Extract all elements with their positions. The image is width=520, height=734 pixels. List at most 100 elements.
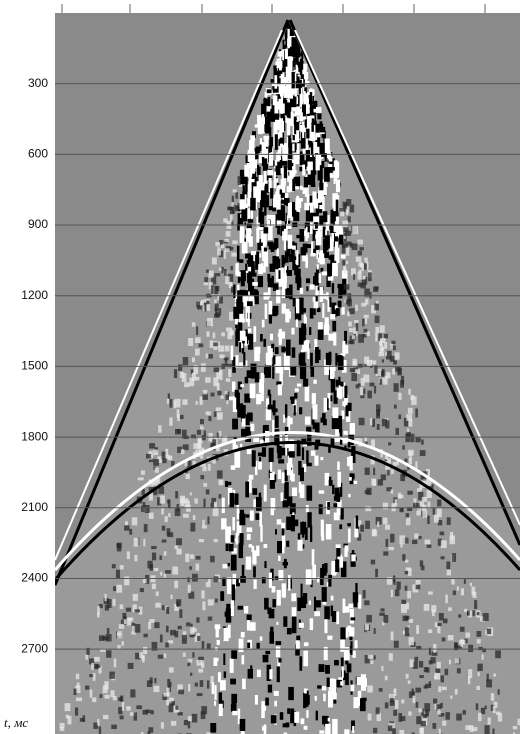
trace-blob <box>176 409 180 418</box>
trace-blob <box>397 492 402 499</box>
trace-blob <box>196 693 203 697</box>
trace-blob <box>210 285 214 295</box>
trace-blob <box>298 327 304 345</box>
trace-blob <box>309 222 313 234</box>
trace-blob <box>247 412 253 422</box>
trace-blob <box>166 398 170 404</box>
trace-blob <box>340 381 344 387</box>
trace-blob <box>282 723 289 728</box>
trace-blob <box>296 48 299 63</box>
trace-blob <box>231 584 236 601</box>
trace-blob <box>317 329 324 340</box>
trace-blob <box>148 512 154 519</box>
trace-blob <box>142 502 146 508</box>
trace-blob <box>225 543 229 551</box>
trace-blob <box>478 646 483 651</box>
trace-blob <box>249 383 256 399</box>
trace-blob <box>385 420 390 429</box>
trace-blob <box>165 570 171 574</box>
trace-blob <box>358 417 365 426</box>
trace-blob <box>194 682 198 687</box>
trace-blob <box>264 369 270 373</box>
trace-blob <box>305 504 309 513</box>
trace-blob <box>484 705 487 710</box>
trace-blob <box>460 588 464 596</box>
trace-blob <box>174 580 179 589</box>
trace-blob <box>270 715 277 724</box>
trace-blob <box>341 244 346 254</box>
trace-blob <box>426 489 432 499</box>
trace-blob <box>319 204 324 210</box>
trace-blob <box>190 623 193 629</box>
trace-blob <box>220 395 224 399</box>
trace-blob <box>376 712 382 722</box>
trace-blob <box>286 99 292 108</box>
trace-blob <box>347 298 352 307</box>
trace-blob <box>313 144 320 157</box>
trace-blob <box>377 409 380 417</box>
trace-blob <box>377 521 380 527</box>
trace-blob <box>412 695 416 704</box>
trace-blob <box>197 635 201 642</box>
trace-blob <box>319 730 325 734</box>
trace-blob <box>175 491 179 499</box>
trace-blob <box>407 466 410 470</box>
trace-blob <box>213 538 218 543</box>
trace-blob <box>347 216 351 223</box>
trace-blob <box>394 352 400 360</box>
trace-blob <box>267 97 271 112</box>
trace-blob <box>421 439 424 445</box>
trace-blob <box>280 168 287 174</box>
trace-blob <box>276 666 280 683</box>
trace-blob <box>282 44 287 48</box>
trace-blob <box>221 266 224 274</box>
trace-blob <box>420 720 426 727</box>
trace-blob <box>328 264 331 277</box>
trace-blob <box>260 192 267 208</box>
trace-blob <box>200 424 204 430</box>
trace-blob <box>292 63 297 73</box>
trace-blob <box>194 498 198 504</box>
trace-blob <box>254 372 260 383</box>
trace-blob <box>239 339 244 349</box>
trace-blob <box>199 680 204 687</box>
trace-blob <box>370 455 375 465</box>
trace-blob <box>229 246 234 251</box>
trace-blob <box>285 81 291 98</box>
trace-blob <box>252 550 257 565</box>
trace-blob <box>200 451 204 459</box>
trace-blob <box>287 311 291 319</box>
trace-blob <box>283 616 288 627</box>
trace-blob <box>415 584 421 590</box>
trace-blob <box>294 519 299 527</box>
trace-blob <box>425 683 432 688</box>
trace-blob <box>353 594 358 608</box>
trace-blob <box>402 445 405 450</box>
trace-blob <box>360 394 365 399</box>
trace-blob <box>336 546 341 564</box>
trace-blob <box>469 725 474 732</box>
trace-blob <box>393 689 396 693</box>
trace-blob <box>373 655 376 660</box>
trace-blob <box>404 627 410 637</box>
trace-blob <box>329 365 335 379</box>
trace-blob <box>324 251 330 259</box>
trace-blob <box>269 393 272 406</box>
trace-blob <box>272 207 277 212</box>
trace-blob <box>270 497 276 511</box>
trace-blob <box>324 359 329 375</box>
trace-blob <box>263 544 268 549</box>
trace-blob <box>169 417 173 426</box>
trace-blob <box>346 241 352 246</box>
trace-blob <box>341 663 344 678</box>
trace-blob <box>277 541 283 554</box>
trace-blob <box>320 417 326 423</box>
trace-blob <box>255 155 260 160</box>
trace-blob <box>285 430 288 448</box>
trace-blob <box>433 675 438 679</box>
trace-blob <box>116 584 123 593</box>
trace-blob <box>279 205 286 222</box>
trace-blob <box>272 419 275 436</box>
trace-blob <box>208 282 213 290</box>
trace-blob <box>225 378 231 382</box>
